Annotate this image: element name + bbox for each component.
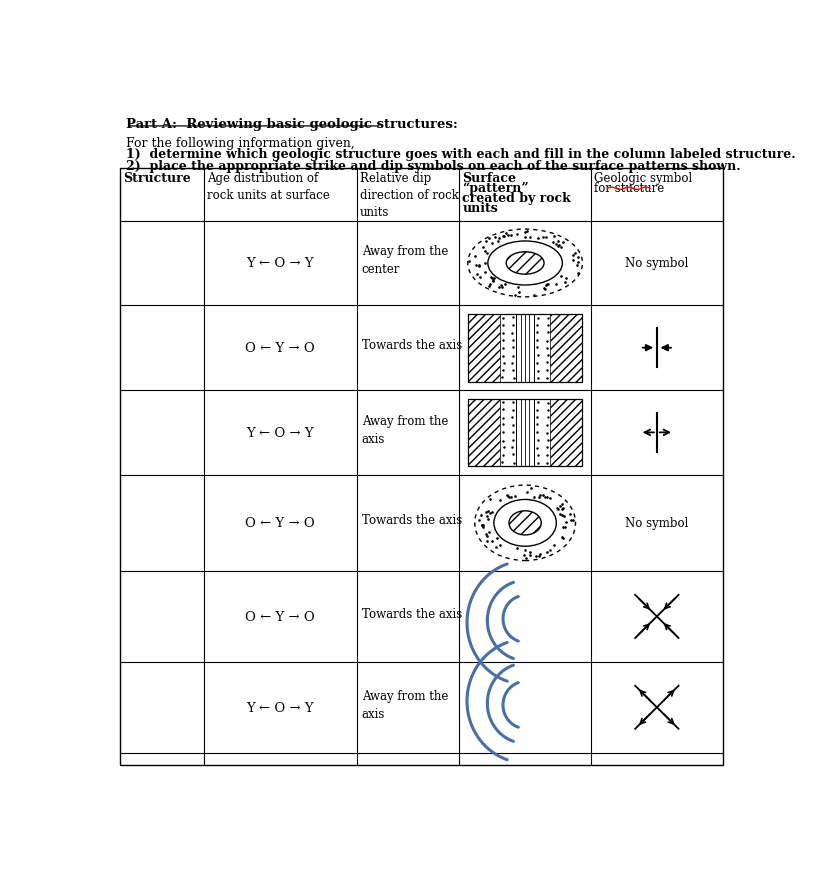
- Bar: [468, 399, 500, 467]
- Text: Surface: Surface: [462, 171, 516, 184]
- Text: units: units: [462, 202, 498, 214]
- Ellipse shape: [494, 500, 556, 546]
- Bar: [551, 315, 583, 382]
- Text: Y ← O → Y: Y ← O → Y: [247, 257, 314, 270]
- Text: Away from the
center: Away from the center: [362, 245, 448, 276]
- Text: Age distribution of
rock units at surface: Age distribution of rock units at surfac…: [206, 171, 330, 202]
- Bar: [551, 399, 583, 467]
- Text: Away from the
axis: Away from the axis: [362, 689, 448, 720]
- Text: O ← Y → O: O ← Y → O: [245, 610, 315, 624]
- Text: Y ← O → Y: Y ← O → Y: [247, 426, 314, 439]
- Text: Structure: Structure: [123, 171, 191, 184]
- Ellipse shape: [506, 253, 544, 275]
- Text: Towards the axis: Towards the axis: [362, 607, 462, 620]
- Bar: [516, 315, 534, 382]
- Text: created by rock: created by rock: [462, 191, 571, 204]
- Text: Towards the axis: Towards the axis: [362, 514, 462, 527]
- Text: For the following information given,: For the following information given,: [126, 137, 355, 150]
- Text: Geologic symbol: Geologic symbol: [594, 171, 692, 184]
- Bar: [120, 169, 723, 765]
- Text: 2)  place the appropriate strike and dip symbols on each of the surface patterns: 2) place the appropriate strike and dip …: [126, 160, 741, 173]
- Ellipse shape: [487, 242, 562, 286]
- Ellipse shape: [509, 511, 541, 535]
- Text: Away from the
axis: Away from the axis: [362, 414, 448, 446]
- Text: No symbol: No symbol: [626, 257, 689, 270]
- Text: No symbol: No symbol: [626, 517, 689, 530]
- Text: Relative dip
direction of rock
units: Relative dip direction of rock units: [360, 171, 459, 218]
- Text: O ← Y → O: O ← Y → O: [245, 342, 315, 355]
- Bar: [516, 399, 534, 467]
- Text: for stucture: for stucture: [594, 182, 664, 195]
- Text: “pattern”: “pattern”: [462, 182, 529, 195]
- Text: Part A:  Reviewing basic geologic structures:: Part A: Reviewing basic geologic structu…: [126, 118, 458, 131]
- Text: O ← Y → O: O ← Y → O: [245, 517, 315, 530]
- Text: 1)  determine which geologic structure goes with each and fill in the column lab: 1) determine which geologic structure go…: [126, 148, 796, 161]
- Text: Y ← O → Y: Y ← O → Y: [247, 701, 314, 714]
- Bar: [468, 315, 583, 382]
- Bar: [468, 315, 500, 382]
- Ellipse shape: [468, 230, 583, 297]
- Bar: [468, 399, 583, 467]
- Text: Towards the axis: Towards the axis: [362, 339, 462, 352]
- Ellipse shape: [475, 486, 575, 561]
